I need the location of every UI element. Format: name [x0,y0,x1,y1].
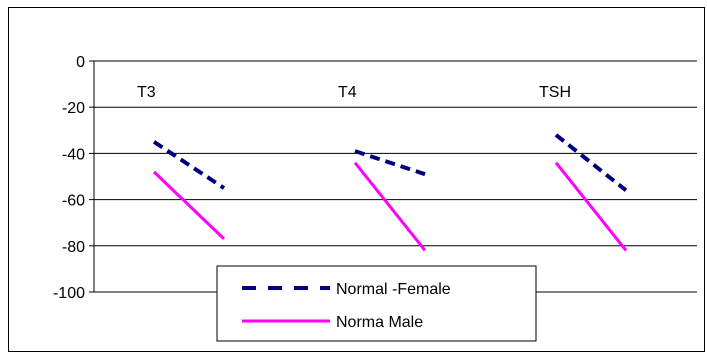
legend-box [216,265,537,342]
category-label-layer: T3 T4 TSH [137,84,571,101]
y-tick-label: -20 [62,100,85,117]
series-segment-male [554,161,628,252]
series-segment-female [152,140,226,190]
category-label: TSH [539,84,571,101]
legend-label-male: Norma Male [336,314,423,331]
legend: Normal -Female Norma Male [216,265,537,342]
category-label: T4 [338,84,357,101]
plot-area [94,61,697,292]
series-segment-female [354,149,426,177]
y-tick-label: -80 [62,239,85,256]
axis-layer: 0 -20 -40 -60 -80 -100 [53,54,95,302]
y-tick-label: 0 [76,54,85,71]
series-segment-male [152,170,226,240]
y-tick-label: -60 [62,193,85,210]
series-layer [152,133,628,252]
category-label: T3 [137,84,156,101]
y-tick-label: -40 [62,146,85,163]
series-segment-male [353,161,427,252]
y-tick-label: -100 [53,285,85,302]
legend-label-female: Normal -Female [336,281,451,298]
